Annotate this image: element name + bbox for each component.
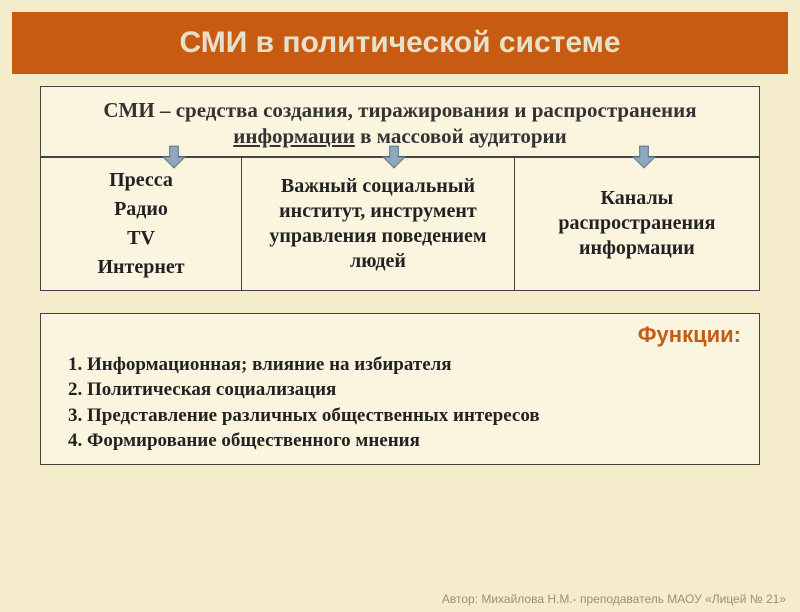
media-type-item: Пресса: [109, 168, 173, 193]
arrow-down-icon: [161, 144, 187, 170]
functions-item: Информационная; влияние на избирателя: [87, 352, 741, 378]
definition-underlined: информации: [233, 124, 355, 148]
column-channels: Каналы распространения информации: [515, 158, 759, 290]
arrow-down-icon: [381, 144, 407, 170]
functions-item: Формирование общественного мнения: [87, 428, 741, 454]
media-type-item: Радио: [114, 197, 168, 222]
functions-heading: Функции:: [59, 322, 741, 348]
functions-item: Представление различных общественных инт…: [87, 403, 741, 429]
definition-prefix: СМИ – средства создания, тиражирования и…: [103, 98, 696, 122]
column-media-types: Пресса Радио TV Интернет: [41, 158, 242, 290]
functions-item: Политическая социализация: [87, 377, 741, 403]
content-table: Пресса Радио TV Интернет Важный социальн…: [40, 157, 760, 291]
author-footer: Автор: Михайлова Н.М.- преподаватель МАО…: [442, 592, 786, 606]
page-title: СМИ в политической системе: [12, 12, 788, 74]
media-type-item: TV: [127, 226, 155, 251]
media-type-item: Интернет: [97, 255, 184, 280]
functions-box: Функции: Информационная; влияние на изби…: [40, 313, 760, 466]
arrow-down-icon: [631, 144, 657, 170]
column-institution: Важный социальный институт, инструмент у…: [242, 158, 515, 290]
functions-list: Информационная; влияние на избирателя По…: [59, 352, 741, 455]
